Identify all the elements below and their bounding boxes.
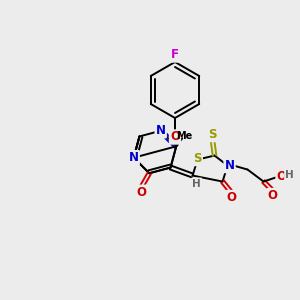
Text: H: H xyxy=(285,169,294,180)
Text: O: O xyxy=(268,189,278,202)
Text: H: H xyxy=(192,178,201,189)
Text: N: N xyxy=(156,124,166,137)
Text: N: N xyxy=(129,151,139,164)
Text: O: O xyxy=(136,186,146,199)
Text: S: S xyxy=(208,128,217,141)
Text: S: S xyxy=(193,152,202,165)
Text: F: F xyxy=(171,49,179,62)
Text: O: O xyxy=(226,191,237,204)
Text: N: N xyxy=(225,159,235,172)
Text: O: O xyxy=(277,170,286,183)
Text: Me: Me xyxy=(176,131,192,141)
Text: O: O xyxy=(170,130,180,143)
